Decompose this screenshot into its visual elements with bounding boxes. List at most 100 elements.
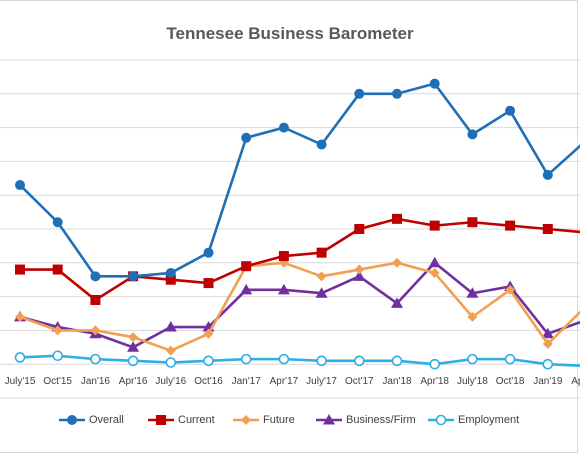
data-point-future xyxy=(542,338,553,349)
x-tick-label: Apr'18 xyxy=(420,376,449,387)
data-point-current xyxy=(15,264,25,275)
data-point-employment xyxy=(127,355,139,367)
data-point-future xyxy=(316,271,327,282)
data-point-business-firm xyxy=(164,321,177,332)
data-point-business-firm xyxy=(391,297,403,308)
legend-label: Employment xyxy=(458,414,520,426)
data-point-overall xyxy=(316,139,327,150)
data-point-overall xyxy=(278,122,289,133)
data-point-business-firm xyxy=(466,287,479,298)
legend-item-business-firm: Business/Firm xyxy=(315,410,416,430)
legend-label: Future xyxy=(263,414,295,426)
data-point-overall xyxy=(467,129,478,140)
data-point-overall xyxy=(128,271,139,282)
data-point-overall xyxy=(542,169,553,180)
x-tick-label: Oct'15 xyxy=(43,376,72,387)
legend-marker xyxy=(67,415,77,425)
data-point-future xyxy=(15,311,25,322)
legend-item-current: Current xyxy=(147,410,215,430)
data-point-current xyxy=(52,264,63,275)
x-tick-label: Oct'17 xyxy=(345,376,374,387)
x-tick-label: Jan'18 xyxy=(382,376,412,387)
legend-item-employment: Employment xyxy=(427,410,519,430)
series-line-employment xyxy=(19,354,580,367)
data-point-business-firm xyxy=(353,270,366,281)
series-line-current xyxy=(20,217,580,302)
data-point-overall xyxy=(52,217,63,228)
data-point-overall xyxy=(392,88,402,99)
data-point-overall xyxy=(203,247,214,258)
legend-marker xyxy=(156,415,166,425)
data-point-business-firm xyxy=(240,283,253,295)
data-point-overall xyxy=(165,267,176,278)
data-point-business-firm xyxy=(541,327,554,339)
data-point-business-firm xyxy=(277,283,290,295)
data-point-future xyxy=(354,264,365,275)
legend-marker xyxy=(241,415,251,425)
x-tick-label: Jan'19 xyxy=(533,376,563,387)
x-tick-label: Apr'17 xyxy=(270,376,299,387)
x-tick-label: Jan'17 xyxy=(232,376,262,387)
data-point-employment xyxy=(278,353,290,365)
series-line-future xyxy=(19,261,580,352)
data-point-employment xyxy=(240,353,252,365)
x-tick-label: Oct'16 xyxy=(194,376,223,387)
series-current xyxy=(15,213,580,305)
data-point-current xyxy=(354,224,365,234)
data-point-employment xyxy=(504,353,516,365)
gridlines xyxy=(0,59,580,399)
data-point-employment xyxy=(165,357,177,368)
data-point-overall xyxy=(354,88,365,99)
data-point-current xyxy=(278,251,289,262)
data-point-current xyxy=(316,247,327,258)
data-point-employment xyxy=(90,353,101,365)
legend-swatch xyxy=(148,415,174,425)
series-employment xyxy=(14,350,580,370)
data-point-employment xyxy=(52,350,64,362)
data-point-future xyxy=(429,267,440,278)
chart-title: Tennesee Business Barometer xyxy=(166,24,414,43)
data-point-current xyxy=(505,220,516,231)
data-point-current xyxy=(203,278,214,289)
data-point-current xyxy=(392,213,402,224)
legend-swatch xyxy=(233,415,259,425)
data-point-current xyxy=(429,220,440,231)
series-overall xyxy=(15,78,580,282)
legend-item-overall: Overall xyxy=(58,410,124,430)
data-point-overall xyxy=(15,180,25,191)
legend-label: Current xyxy=(178,414,215,426)
legend-swatch xyxy=(59,415,85,425)
legend-label: Business/Firm xyxy=(346,414,416,426)
data-point-employment xyxy=(467,353,478,365)
data-point-overall xyxy=(429,78,440,89)
data-point-future xyxy=(128,332,139,343)
data-point-future xyxy=(467,311,478,322)
data-point-overall xyxy=(241,132,252,143)
x-tick-label: July'16 xyxy=(155,376,186,387)
x-tick-label: Jan'16 xyxy=(81,376,111,387)
data-point-overall xyxy=(90,271,101,282)
data-point-employment xyxy=(14,352,26,363)
data-point-current xyxy=(90,294,101,305)
data-point-business-firm xyxy=(428,256,441,268)
series-line-business-firm xyxy=(19,261,580,349)
x-tick-label: Apr'16 xyxy=(119,376,148,387)
data-point-employment xyxy=(316,355,327,367)
legend-marker xyxy=(435,414,447,426)
data-point-current xyxy=(467,217,478,228)
data-point-business-firm xyxy=(315,287,328,298)
data-point-overall xyxy=(505,105,516,116)
data-point-employment xyxy=(542,358,554,370)
data-point-future xyxy=(203,328,214,339)
data-point-current xyxy=(542,224,553,234)
data-point-employment xyxy=(203,355,214,367)
data-point-employment xyxy=(429,358,441,370)
series-line-overall xyxy=(19,82,580,278)
data-point-future xyxy=(392,257,402,268)
x-tick-label: Oct'18 xyxy=(496,376,525,387)
legend-marker xyxy=(323,414,335,425)
x-tick-label: July'17 xyxy=(306,376,337,387)
